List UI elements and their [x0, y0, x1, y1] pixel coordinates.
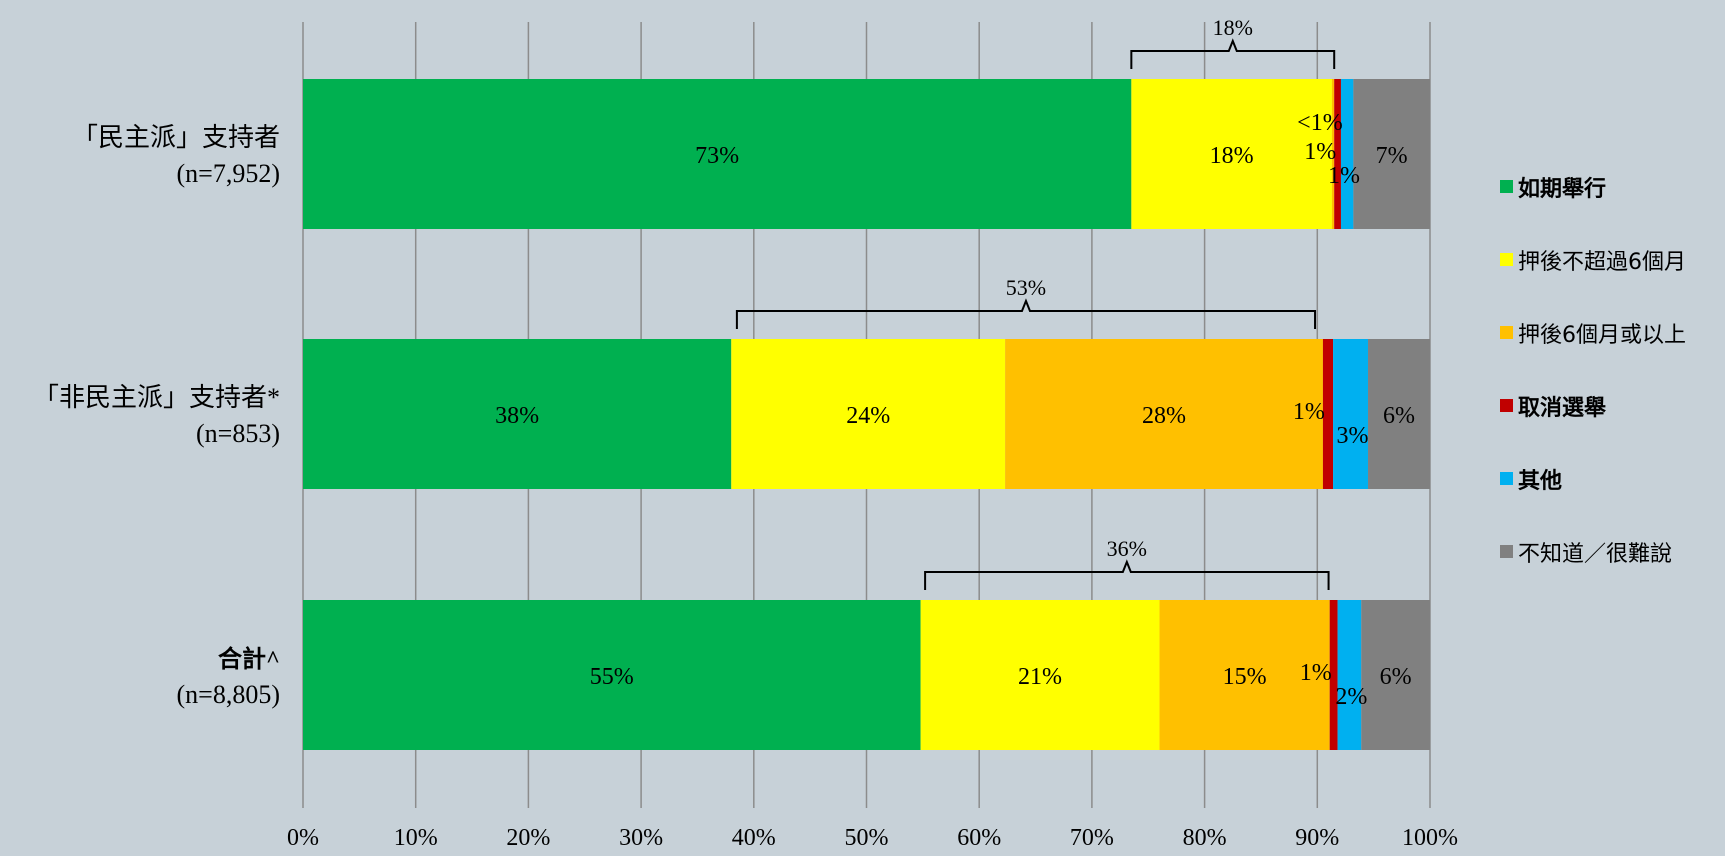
legend-item: 押後不超過6個月 — [1500, 223, 1686, 296]
legend-label: 押後不超過6個月 — [1518, 249, 1686, 275]
data-label: 1% — [1304, 139, 1336, 165]
bar-segment — [1005, 339, 1323, 489]
bar-segment — [1334, 79, 1341, 229]
data-label: 15% — [1223, 664, 1267, 690]
bracket — [1130, 38, 1336, 69]
bar-segment — [1368, 339, 1430, 489]
x-tick-label: 0% — [287, 825, 319, 851]
bracket-label: 53% — [1006, 275, 1046, 300]
data-label: 7% — [1376, 143, 1408, 169]
x-tick-label: 100% — [1402, 825, 1458, 851]
data-label: 6% — [1380, 664, 1412, 690]
bar-segment — [1361, 600, 1430, 750]
x-tick-label: 20% — [506, 825, 550, 851]
bar-segment — [303, 600, 921, 750]
category-label: (n=7,952) — [177, 159, 280, 188]
legend-item: 取消選舉 — [1500, 369, 1686, 442]
data-label: 21% — [1018, 664, 1062, 690]
data-label: 24% — [846, 403, 890, 429]
data-label: 6% — [1383, 403, 1415, 429]
legend-swatch — [1500, 545, 1513, 558]
bar-segment — [1333, 339, 1369, 489]
bar-segment — [731, 339, 1006, 489]
data-label: 73% — [695, 143, 739, 169]
legend-item: 如期舉行 — [1500, 150, 1686, 223]
legend-item: 押後6個月或以上 — [1500, 296, 1686, 369]
data-label: 1% — [1328, 163, 1360, 189]
data-label: 1% — [1300, 660, 1332, 686]
x-tick-label: 60% — [957, 825, 1001, 851]
bracket — [735, 298, 1317, 329]
category-label: 「民主派」支持者 — [72, 123, 280, 152]
x-tick-label: 40% — [732, 825, 776, 851]
bar-segment — [1353, 79, 1430, 229]
x-tick-label: 10% — [394, 825, 438, 851]
bar-segment — [1331, 79, 1335, 229]
bracket — [924, 559, 1330, 590]
legend-label: 押後6個月或以上 — [1518, 322, 1686, 348]
data-label: 1% — [1293, 399, 1325, 425]
bar-segment — [303, 79, 1132, 229]
x-tick-label: 30% — [619, 825, 663, 851]
category-label: 「非民主派」支持者* — [33, 383, 280, 412]
category-label: 合計^ — [218, 645, 280, 673]
x-tick-label: 90% — [1295, 825, 1339, 851]
bar-segment — [1329, 600, 1338, 750]
bar-segment — [920, 600, 1160, 750]
legend-swatch — [1500, 180, 1513, 193]
bracket-label: 18% — [1213, 15, 1253, 40]
bar-segment — [1322, 339, 1334, 489]
data-label: 2% — [1335, 684, 1367, 710]
bar-segment — [1159, 600, 1330, 750]
legend-label: 不知道／很難說 — [1518, 541, 1673, 567]
legend-swatch — [1500, 472, 1513, 485]
category-label: (n=853) — [196, 419, 280, 448]
data-label: 18% — [1210, 143, 1254, 169]
legend: 如期舉行押後不超過6個月 押後6個月或以上 取消選舉其他不知道／很難說 — [1500, 150, 1686, 588]
legend-item: 其他 — [1500, 442, 1686, 515]
x-tick-label: 50% — [845, 825, 889, 851]
data-label: 38% — [495, 403, 539, 429]
x-tick-label: 80% — [1183, 825, 1227, 851]
bar-segment — [1340, 79, 1354, 229]
legend-label: 如期舉行 — [1518, 176, 1607, 202]
bar-segment — [1337, 600, 1362, 750]
legend-swatch — [1500, 253, 1513, 266]
data-label: <1% — [1297, 110, 1343, 136]
bar-segment — [303, 339, 732, 489]
data-label: 55% — [590, 664, 634, 690]
bracket-label: 36% — [1107, 536, 1147, 561]
bar-segment — [1131, 79, 1332, 229]
data-label: 28% — [1142, 403, 1186, 429]
legend-swatch — [1500, 326, 1513, 339]
x-tick-label: 70% — [1070, 825, 1114, 851]
legend-item: 不知道／很難說 — [1500, 515, 1686, 588]
legend-label: 取消選舉 — [1518, 395, 1607, 421]
legend-label: 其他 — [1518, 468, 1563, 494]
data-label: 3% — [1337, 423, 1369, 449]
legend-swatch — [1500, 399, 1513, 412]
category-label: (n=8,805) — [177, 680, 280, 709]
